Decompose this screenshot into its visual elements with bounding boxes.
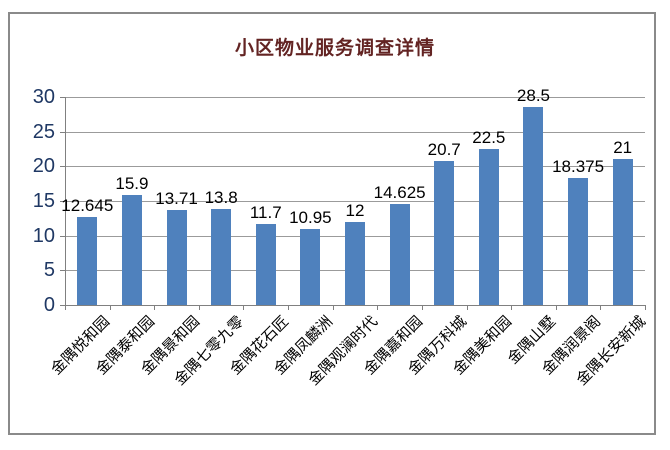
- data-label: 20.7: [427, 140, 461, 160]
- y-axis-label: 25: [32, 120, 55, 143]
- y-axis-label: 30: [32, 86, 55, 108]
- y-axis-tick: [60, 235, 65, 237]
- bar: [612, 159, 633, 305]
- data-label: 14.625: [373, 182, 426, 202]
- y-axis-tick: [60, 201, 65, 202]
- x-axis-tick: [332, 305, 334, 310]
- y-axis-tick: [60, 131, 65, 133]
- data-label: 28.5: [516, 86, 550, 106]
- bar: [389, 203, 410, 305]
- x-axis-tick: [421, 305, 423, 310]
- gridline: [65, 201, 645, 202]
- bar: [300, 229, 321, 305]
- y-axis-tick: [60, 305, 65, 306]
- x-axis-tick: [511, 305, 513, 310]
- y-axis-label: 10: [32, 224, 55, 247]
- gridline: [65, 97, 645, 98]
- data-label: 13.8: [204, 188, 238, 208]
- x-axis-tick: [555, 305, 557, 310]
- x-axis-tick: [154, 305, 156, 310]
- data-label: 12: [345, 200, 365, 220]
- y-axis-tick: [60, 270, 65, 272]
- data-label: 15.9: [115, 173, 149, 193]
- x-axis-tick: [377, 305, 379, 310]
- x-axis-tick: [288, 305, 290, 310]
- bar: [478, 149, 499, 305]
- bar: [345, 221, 365, 305]
- data-label: 22.5: [472, 128, 506, 147]
- data-label: 12.645: [61, 196, 114, 216]
- x-axis-tick: [466, 305, 468, 310]
- data-label: 18.375: [552, 156, 605, 176]
- x-axis-tick: [645, 305, 646, 310]
- gridline: [65, 166, 645, 168]
- x-axis-tick: [243, 305, 245, 310]
- y-axis-line: [65, 97, 66, 305]
- data-label: 10.95: [289, 208, 332, 228]
- x-axis-tick: [198, 305, 200, 310]
- bar: [523, 107, 544, 305]
- bar: [77, 217, 98, 305]
- bar: [121, 194, 142, 305]
- y-axis-label: 5: [43, 259, 55, 282]
- chart-frame: [8, 12, 656, 435]
- x-axis-tick: [65, 305, 66, 310]
- bar: [434, 161, 455, 305]
- bar: [211, 209, 232, 305]
- data-label: 21: [613, 138, 633, 158]
- bar: [166, 209, 187, 305]
- data-label: 11.7: [249, 202, 282, 222]
- gridline: [65, 131, 645, 133]
- x-axis-tick: [109, 305, 111, 310]
- y-axis-tick: [60, 166, 65, 168]
- bar: [568, 177, 589, 305]
- bar: [255, 223, 276, 305]
- y-axis-tick: [60, 97, 65, 98]
- x-axis-tick: [600, 305, 602, 310]
- chart-title: 小区物业服务调查详情: [234, 38, 435, 59]
- y-axis-label: 0: [43, 294, 55, 316]
- data-label: 13.71: [155, 188, 198, 208]
- y-axis-label: 20: [32, 155, 55, 178]
- x-axis-line: [65, 305, 645, 306]
- y-axis-label: 15: [32, 190, 55, 212]
